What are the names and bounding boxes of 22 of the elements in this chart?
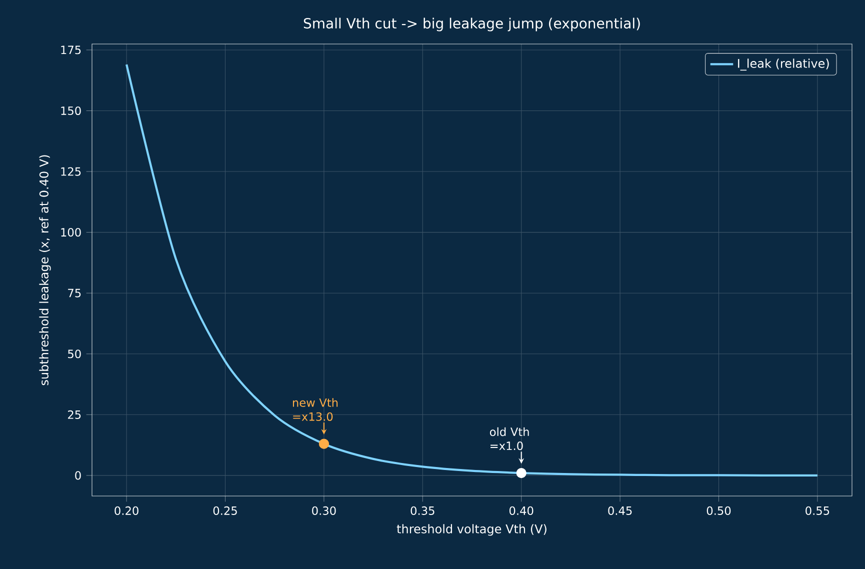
annotation: old Vth =x1.0 bbox=[490, 427, 529, 450]
x-tick-label: 0.50 bbox=[706, 506, 731, 515]
x-tick-label: 0.25 bbox=[213, 506, 237, 515]
x-tick-label: 0.35 bbox=[410, 506, 434, 515]
x-tick-label: 0.55 bbox=[806, 506, 830, 515]
annotation: new Vth =x13.0 bbox=[292, 398, 338, 421]
y-tick-label: 25 bbox=[68, 410, 81, 419]
x-tick-label: 0.40 bbox=[509, 506, 534, 515]
y-tick-label: 175 bbox=[61, 46, 81, 54]
x-tick-label: 0.45 bbox=[608, 506, 632, 515]
x-tick-label: 0.20 bbox=[114, 506, 138, 515]
x-tick-label: 0.30 bbox=[312, 506, 336, 515]
y-tick-label: 75 bbox=[68, 288, 81, 298]
y-tick-label: 100 bbox=[61, 228, 81, 237]
x-axis-title: threshold voltage Vth (V) bbox=[396, 524, 546, 536]
y-tick-label: 50 bbox=[68, 350, 81, 358]
chart-title: Small Vth cut -> big leakage jump (exponential) bbox=[304, 18, 640, 32]
y-tick-label: 150 bbox=[61, 106, 81, 116]
y-tick-label: 0 bbox=[75, 471, 81, 480]
legend-label: I_leak (relative) bbox=[738, 58, 829, 71]
y-axis-title: subthreshold leakage (x, ref at 0.40 V) bbox=[39, 155, 51, 386]
y-tick-label: 125 bbox=[61, 167, 81, 176]
